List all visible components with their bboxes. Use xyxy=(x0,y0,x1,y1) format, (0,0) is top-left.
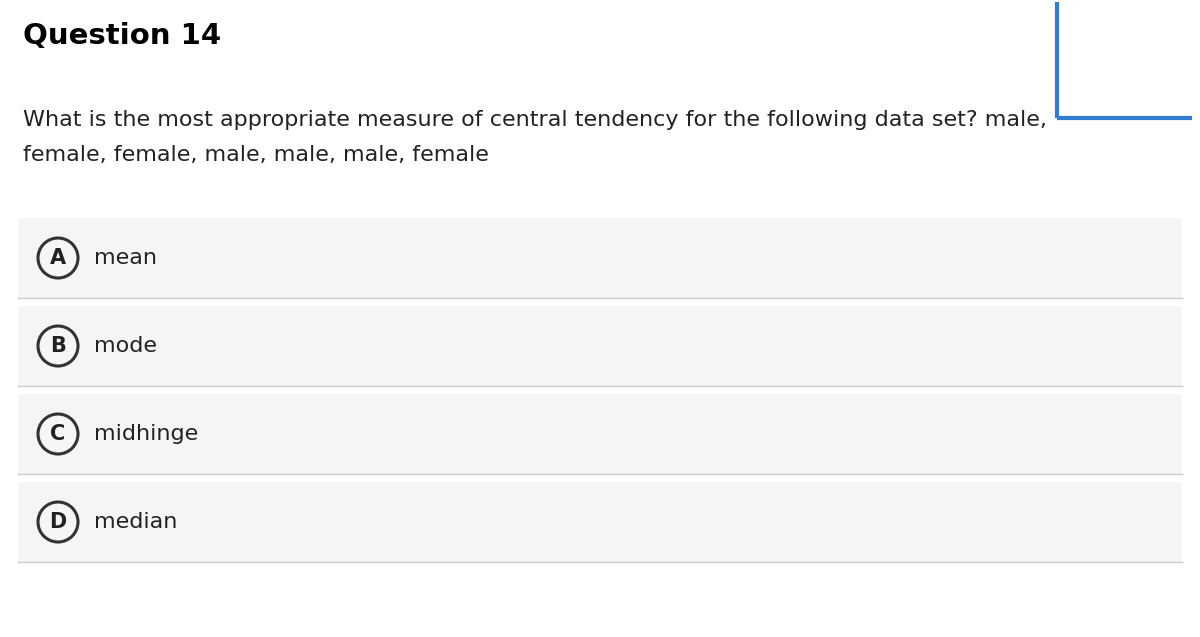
FancyBboxPatch shape xyxy=(18,218,1182,298)
Text: A: A xyxy=(50,248,66,268)
FancyBboxPatch shape xyxy=(18,306,1182,386)
Text: midhinge: midhinge xyxy=(94,424,198,444)
Text: C: C xyxy=(50,424,66,444)
FancyBboxPatch shape xyxy=(18,394,1182,474)
Text: mean: mean xyxy=(94,248,157,268)
Text: median: median xyxy=(94,512,178,532)
Text: B: B xyxy=(50,336,66,356)
Text: female, female, male, male, male, female: female, female, male, male, male, female xyxy=(23,145,488,165)
Text: Question 14: Question 14 xyxy=(23,22,221,50)
Text: What is the most appropriate measure of central tendency for the following data : What is the most appropriate measure of … xyxy=(23,110,1046,130)
Text: D: D xyxy=(49,512,67,532)
FancyBboxPatch shape xyxy=(18,482,1182,562)
Text: mode: mode xyxy=(94,336,157,356)
